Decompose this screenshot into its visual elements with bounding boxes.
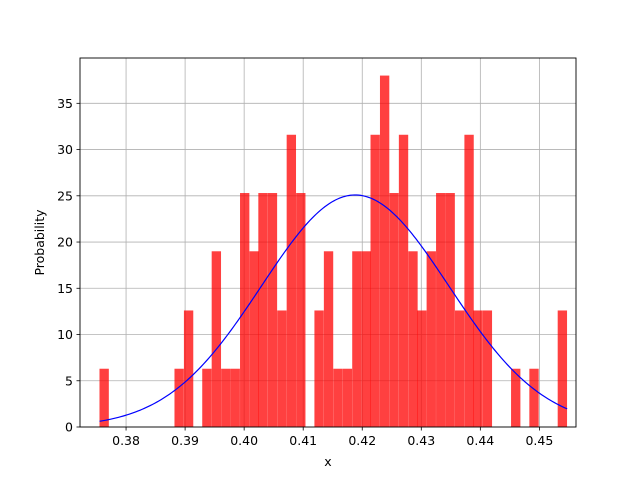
histogram-bar [473, 310, 483, 427]
histogram-bar [333, 368, 343, 427]
histogram-bar [417, 310, 427, 427]
histogram-bar [389, 193, 399, 427]
histogram-bar [314, 310, 324, 427]
histogram-bar [398, 134, 409, 427]
histogram-bar [249, 251, 259, 427]
x-tick-label: 0.39 [171, 433, 199, 448]
histogram-bar [557, 310, 568, 427]
y-tick-label: 0 [65, 420, 73, 435]
histogram-bar [426, 251, 436, 427]
x-tick-label: 0.42 [348, 433, 376, 448]
histogram-bar [361, 251, 372, 427]
histogram-bar [370, 134, 380, 427]
x-tick-label: 0.44 [466, 433, 494, 448]
histogram-bar [202, 368, 212, 427]
normal-density-curve [99, 194, 568, 422]
histogram-bar [267, 193, 278, 427]
histogram-bar [464, 134, 474, 427]
histogram-bar [379, 75, 390, 428]
histogram-bar [352, 251, 362, 427]
histogram-bar [286, 134, 297, 427]
histogram-bar [221, 368, 231, 427]
y-tick-label: 10 [57, 327, 73, 342]
histogram-bar [323, 251, 334, 427]
histogram-bar [482, 310, 493, 427]
histogram-bar [342, 368, 353, 427]
y-tick-label: 15 [57, 281, 73, 296]
y-axis-label: Probability [32, 209, 47, 276]
x-axis-ticks: 0.38 0.39 0.40 0.41 0.42 0.43 0.44 0.45 [112, 427, 553, 448]
x-tick-label: 0.38 [112, 433, 140, 448]
x-tick-label: 0.45 [525, 433, 553, 448]
histogram-bar [174, 368, 184, 427]
histogram-bar [277, 310, 287, 427]
histogram-bar [445, 193, 455, 427]
x-axis-label: x [324, 454, 331, 469]
y-tick-label: 30 [57, 142, 73, 157]
histogram-bar [211, 251, 222, 427]
y-tick-label: 5 [65, 373, 73, 388]
histogram-bar [183, 310, 194, 427]
histogram-bar [511, 368, 521, 427]
histogram-bar [436, 193, 446, 427]
y-tick-label: 20 [57, 235, 73, 250]
x-tick-label: 0.43 [407, 433, 435, 448]
y-axis-ticks: 0 5 10 15 20 25 30 35 [57, 96, 80, 435]
histogram-bar [99, 368, 109, 427]
histogram-bar [529, 368, 539, 427]
histogram-bar [408, 251, 418, 427]
y-tick-label: 25 [57, 188, 73, 203]
histogram-bar [230, 368, 240, 427]
x-tick-label: 0.40 [230, 433, 258, 448]
y-tick-label: 35 [57, 96, 73, 111]
histogram-bar [258, 193, 268, 427]
histogram-bar [296, 193, 306, 427]
plot-frame [79, 57, 577, 428]
x-tick-label: 0.41 [289, 433, 317, 448]
histogram-bar [454, 310, 465, 427]
